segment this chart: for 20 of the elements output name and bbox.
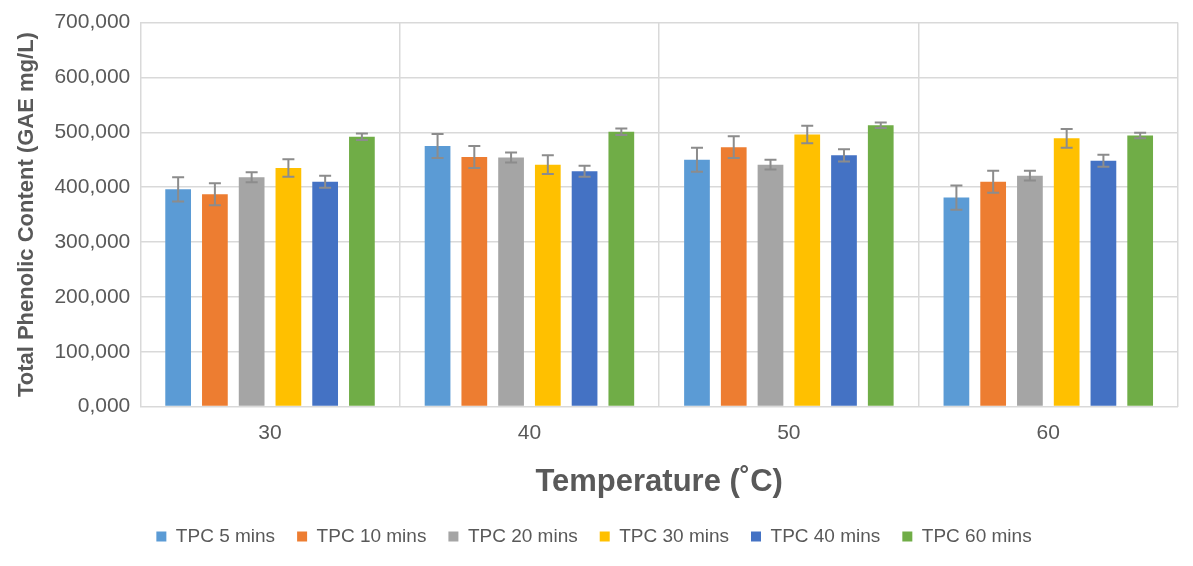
x-axis-title: Temperature (˚C) xyxy=(535,462,783,498)
legend-label: TPC 20 mins xyxy=(467,524,578,546)
y-tick-label: 400,000 xyxy=(54,173,131,197)
y-tick-label: 200,000 xyxy=(54,283,131,307)
legend-label: TPC 40 mins xyxy=(770,524,881,546)
y-tick-label: 0,000 xyxy=(77,393,131,417)
x-tick-label: 30 xyxy=(258,420,282,443)
x-tick-label: 50 xyxy=(777,420,801,443)
y-tick-label: 300,000 xyxy=(54,228,131,252)
y-tick-label: 500,000 xyxy=(54,119,131,143)
legend-label: TPC 5 mins xyxy=(175,524,276,546)
y-tick-label: 100,000 xyxy=(54,338,131,362)
legend-label: TPC 60 mins xyxy=(921,524,1032,546)
x-tick-label: 60 xyxy=(1036,420,1060,443)
y-tick-label: 600,000 xyxy=(54,64,131,88)
x-tick-label: 40 xyxy=(517,420,542,443)
y-tick-label: 700,000 xyxy=(54,9,131,33)
legend-label: TPC 30 mins xyxy=(619,524,730,546)
legend-label: TPC 10 mins xyxy=(316,524,427,546)
y-axis-title: Total Phenolic Content (GAE mg/L) xyxy=(13,32,39,398)
